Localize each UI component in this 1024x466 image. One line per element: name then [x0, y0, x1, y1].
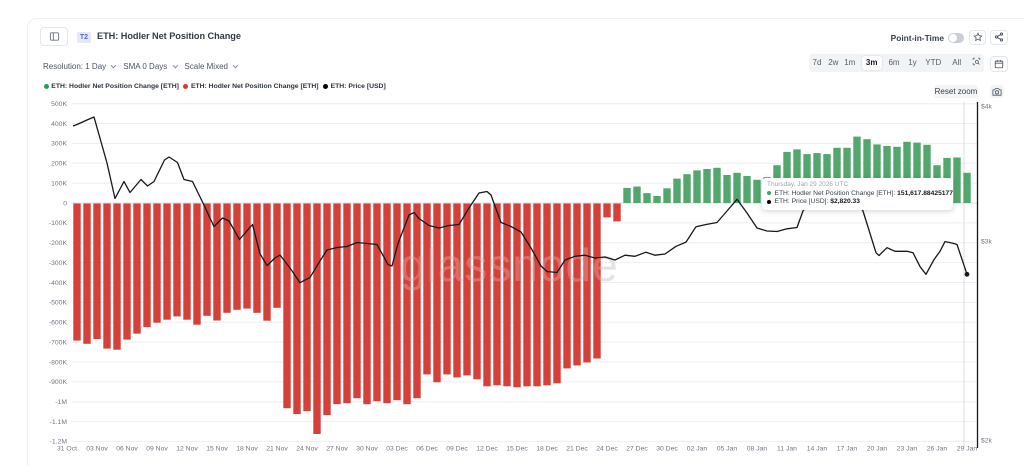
- svg-text:09 Dec: 09 Dec: [446, 446, 468, 453]
- svg-text:-900K: -900K: [49, 379, 68, 386]
- svg-text:-100K: -100K: [49, 220, 68, 227]
- svg-text:09 Nov: 09 Nov: [146, 446, 168, 453]
- svg-text:18 Nov: 18 Nov: [236, 446, 258, 453]
- svg-text:-600K: -600K: [49, 320, 68, 327]
- svg-text:26 Jan: 26 Jan: [927, 446, 948, 453]
- svg-text:12 Nov: 12 Nov: [176, 446, 198, 453]
- svg-text:12 Dec: 12 Dec: [476, 446, 498, 453]
- svg-text:27 Dec: 27 Dec: [626, 446, 648, 453]
- svg-text:300K: 300K: [51, 141, 67, 148]
- svg-text:15 Nov: 15 Nov: [206, 446, 228, 453]
- svg-text:21 Nov: 21 Nov: [266, 446, 288, 453]
- svg-text:-500K: -500K: [49, 300, 68, 307]
- svg-text:29 Jan: 29 Jan: [957, 446, 978, 453]
- svg-text:500K: 500K: [51, 101, 67, 108]
- svg-text:15 Dec: 15 Dec: [506, 446, 528, 453]
- svg-text:$3k: $3k: [981, 239, 993, 246]
- svg-text:06 Dec: 06 Dec: [416, 446, 438, 453]
- svg-text:21 Dec: 21 Dec: [566, 446, 588, 453]
- svg-text:11 Jan: 11 Jan: [777, 446, 797, 453]
- svg-text:$4k: $4k: [981, 104, 993, 111]
- svg-text:02 Jan: 02 Jan: [687, 446, 708, 453]
- svg-text:14 Jan: 14 Jan: [807, 446, 828, 453]
- svg-text:24 Dec: 24 Dec: [596, 446, 618, 453]
- svg-text:-700K: -700K: [49, 339, 68, 346]
- svg-text:glassnode: glassnode: [400, 239, 619, 291]
- svg-text:-1.1M: -1.1M: [50, 419, 68, 426]
- svg-text:27 Nov: 27 Nov: [326, 446, 348, 453]
- svg-text:-400K: -400K: [49, 280, 68, 287]
- svg-text:08 Jan: 08 Jan: [747, 446, 768, 453]
- svg-text:06 Nov: 06 Nov: [116, 446, 138, 453]
- svg-text:03 Dec: 03 Dec: [386, 446, 408, 453]
- svg-text:20 Jan: 20 Jan: [867, 446, 888, 453]
- svg-text:23 Jan: 23 Jan: [897, 446, 918, 453]
- svg-text:0: 0: [63, 200, 67, 207]
- svg-text:-200K: -200K: [49, 240, 68, 247]
- svg-text:400K: 400K: [51, 121, 67, 128]
- svg-text:18 Dec: 18 Dec: [536, 446, 558, 453]
- svg-text:17 Jan: 17 Jan: [837, 446, 858, 453]
- svg-text:-1.2M: -1.2M: [50, 439, 68, 446]
- svg-text:$2k: $2k: [981, 438, 993, 445]
- svg-text:-300K: -300K: [49, 260, 68, 267]
- svg-text:03 Nov: 03 Nov: [86, 446, 108, 453]
- svg-text:100K: 100K: [51, 180, 67, 187]
- svg-text:05 Jan: 05 Jan: [717, 446, 738, 453]
- svg-text:200K: 200K: [51, 161, 67, 168]
- svg-text:31 Oct: 31 Oct: [57, 446, 77, 453]
- svg-text:30 Dec: 30 Dec: [656, 446, 678, 453]
- svg-text:24 Nov: 24 Nov: [296, 446, 318, 453]
- svg-text:-1M: -1M: [55, 399, 67, 406]
- svg-text:-800K: -800K: [49, 359, 68, 366]
- svg-text:30 Nov: 30 Nov: [356, 446, 378, 453]
